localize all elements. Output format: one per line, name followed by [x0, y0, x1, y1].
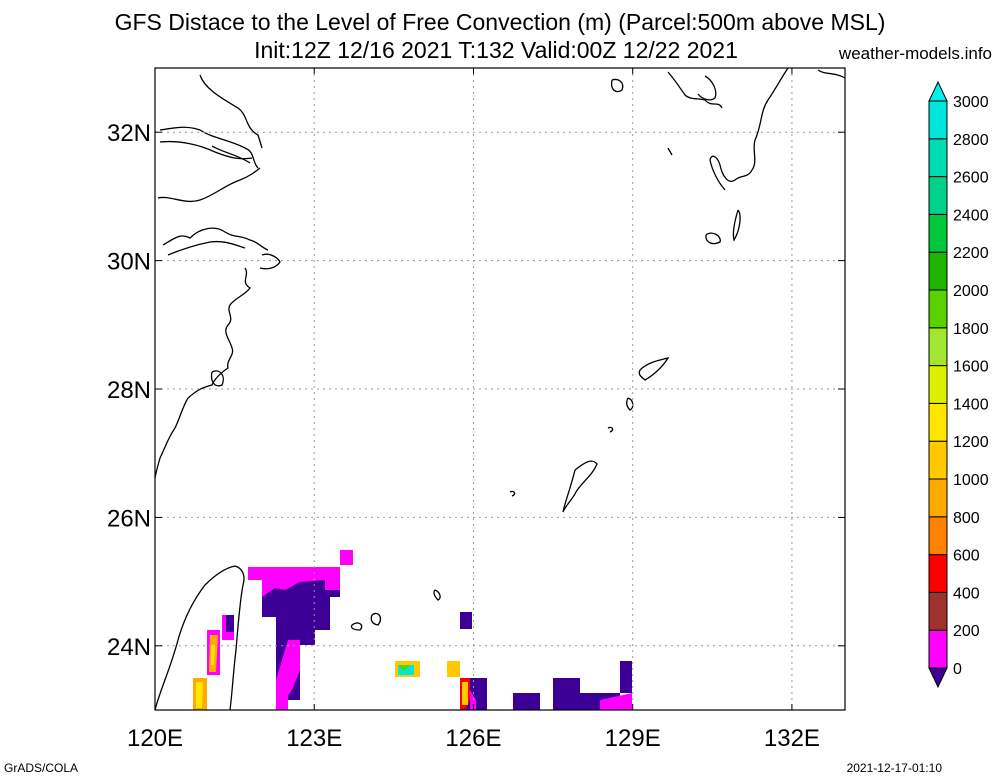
field-shading — [193, 550, 632, 710]
axis-ticks — [154, 68, 845, 710]
lon-tick-label: 123E — [286, 725, 342, 752]
colorbar-swatch — [928, 440, 948, 480]
colorbar-label: 2600 — [953, 170, 989, 187]
colorbar-label: 1000 — [953, 472, 989, 489]
map-border — [154, 67, 846, 711]
colorbar-swatch — [928, 365, 948, 404]
colorbar-label: 0 — [953, 661, 962, 678]
colorbar-label: 1600 — [953, 359, 989, 376]
lon-tick-label: 126E — [445, 725, 501, 752]
colorbar-swatch — [928, 591, 948, 631]
colorbar-swatch — [928, 327, 948, 367]
colorbar-swatch — [928, 516, 948, 556]
colorbar-swatch — [928, 213, 948, 253]
colorbar-label: 400 — [953, 585, 980, 602]
colorbar-swatch — [928, 629, 948, 669]
lon-tick-label: 132E — [764, 725, 820, 752]
colorbar-swatch — [928, 402, 948, 442]
lat-tick-label: 30N — [107, 249, 151, 276]
lon-tick-label: 120E — [127, 725, 183, 752]
colorbar-swatch — [928, 176, 948, 215]
colorbar-label: 1200 — [953, 434, 989, 451]
colorbar-label: 1800 — [953, 321, 989, 338]
colorbar-label: 200 — [953, 623, 980, 640]
axis-tick-labels: 120E 123E 126E 129E 132E 24N 26N 28N 30N 32N — [107, 120, 820, 752]
colorbar-swatch — [928, 554, 948, 593]
footer-credit: GrADS/COLA — [4, 761, 79, 775]
lat-tick-label: 32N — [107, 120, 151, 147]
colorbar-swatch — [928, 289, 948, 329]
map-subtitle: Init:12Z 12/16 2021 T:132 Valid:00Z 12/2… — [254, 37, 738, 63]
coastlines — [154, 67, 846, 711]
colorbar-label: 600 — [953, 548, 980, 565]
colorbar-swatch — [928, 100, 948, 140]
site-label: weather-models.info — [838, 44, 992, 63]
map-title: GFS Distace to the Level of Free Convect… — [114, 9, 886, 35]
footer-timestamp: 2021-12-17-01:10 — [846, 761, 942, 775]
lon-tick-label: 129E — [605, 725, 661, 752]
colorbar-label: 2200 — [953, 245, 989, 262]
colorbar-swatch — [928, 251, 948, 291]
colorbar-label: 3000 — [953, 94, 989, 111]
colorbar-over-triangle — [928, 80, 948, 102]
colorbar-label: 2800 — [953, 132, 989, 149]
colorbar: 0 200 400 600 800 1000 1200 1400 1600 1800 2000 220… — [928, 80, 989, 689]
colorbar-label: 2400 — [953, 207, 989, 224]
colorbar-swatch — [928, 138, 948, 178]
lat-lon-grid — [155, 68, 845, 710]
colorbar-label: 2000 — [953, 283, 989, 300]
lat-tick-label: 26N — [107, 505, 151, 532]
colorbar-under-triangle — [928, 667, 948, 689]
lat-tick-label: 28N — [107, 377, 151, 404]
colorbar-label: 1400 — [953, 396, 989, 413]
colorbar-swatch — [928, 478, 948, 518]
colorbar-label: 800 — [953, 510, 980, 527]
lat-tick-label: 24N — [107, 634, 151, 661]
